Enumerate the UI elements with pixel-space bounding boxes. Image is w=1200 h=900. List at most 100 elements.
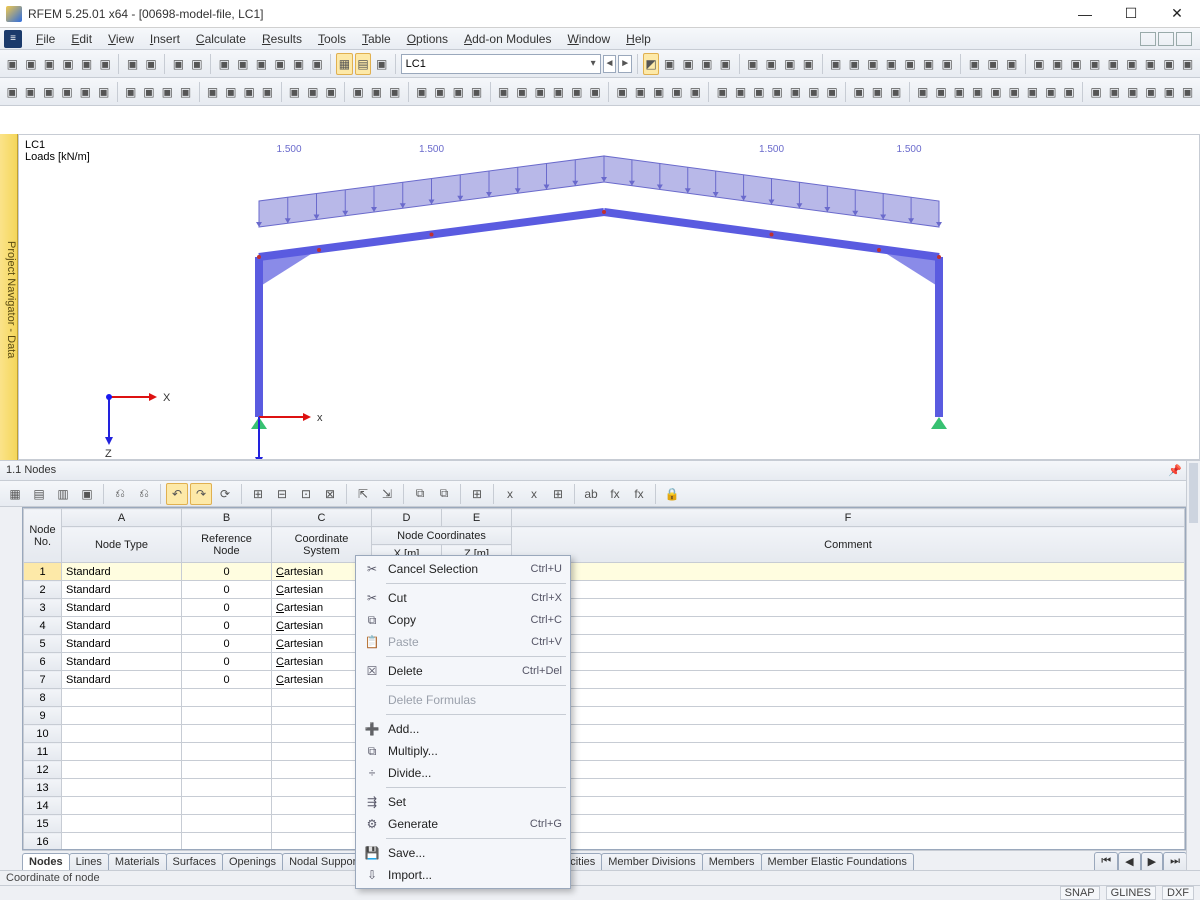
panel-tool-button[interactable]: fx	[604, 483, 626, 505]
tab-surfaces[interactable]: Surfaces	[166, 853, 223, 870]
toolbar-button[interactable]: ▣	[290, 53, 307, 75]
ctx-set[interactable]: ⇶Set	[358, 791, 568, 813]
toolbar-button[interactable]: ▣	[387, 81, 403, 103]
toolbar-button[interactable]: ▣	[687, 81, 703, 103]
toolbar-button[interactable]: ▣	[806, 81, 822, 103]
panel-tool-button[interactable]: ⊞	[547, 483, 569, 505]
toolbar-button[interactable]: ▣	[1143, 81, 1159, 103]
toolbar-button[interactable]: ▣	[350, 81, 366, 103]
toolbar-button[interactable]: ▣	[414, 81, 430, 103]
ctx-cut[interactable]: ✂CutCtrl+X	[358, 587, 568, 609]
toolbar-button[interactable]: ▣	[1061, 81, 1077, 103]
toolbar-button[interactable]: ▣	[305, 81, 321, 103]
ctx-cancel-selection[interactable]: ✂Cancel SelectionCtrl+U	[358, 558, 568, 580]
panel-tool-button[interactable]: ⊞	[247, 483, 269, 505]
status-toggle-dxf[interactable]: DXF	[1162, 886, 1194, 900]
toolbar-button[interactable]: ▣	[951, 81, 967, 103]
table-row[interactable]: 9	[24, 707, 1185, 725]
status-toggle-glines[interactable]: GLINES	[1106, 886, 1156, 900]
menu-file[interactable]: File	[28, 30, 63, 48]
toolbar-button[interactable]: ▣	[651, 81, 667, 103]
toolbar-button[interactable]: ▣	[286, 81, 302, 103]
tab-nav[interactable]: ▶	[1141, 852, 1163, 870]
ctx-generate[interactable]: ⚙GenerateCtrl+G	[358, 813, 568, 835]
toolbar-button[interactable]: ▣	[1106, 81, 1122, 103]
toolbar-button[interactable]: ▣	[939, 53, 956, 75]
tab-materials[interactable]: Materials	[108, 853, 167, 870]
toolbar-button[interactable]: ▣	[550, 81, 566, 103]
toolbar-button[interactable]: ▣	[883, 53, 900, 75]
toolbar-button[interactable]: ▣	[468, 81, 484, 103]
toolbar-button[interactable]: ▣	[309, 53, 326, 75]
toolbar-button[interactable]: ▣	[259, 81, 275, 103]
toolbar-button[interactable]: ▣	[1142, 53, 1159, 75]
menu-edit[interactable]: Edit	[63, 30, 100, 48]
toolbar-button[interactable]: ▣	[846, 53, 863, 75]
toolbar-button[interactable]: ▣	[368, 81, 384, 103]
toolbar-button[interactable]: ▣	[143, 53, 160, 75]
panel-tool-button[interactable]: 🔒	[661, 483, 683, 505]
ctx-import-[interactable]: ⇩Import...	[358, 864, 568, 886]
toolbar-button[interactable]: ▣	[988, 81, 1004, 103]
table-row[interactable]: 12	[24, 761, 1185, 779]
toolbar-button[interactable]: ▣	[827, 53, 844, 75]
toolbar-button[interactable]: ▣	[241, 81, 257, 103]
toolbar-button[interactable]: ▣	[59, 81, 75, 103]
toolbar-button[interactable]: ▣	[985, 53, 1002, 75]
toolbar-button[interactable]: ▣	[769, 81, 785, 103]
panel-tool-button[interactable]: x	[499, 483, 521, 505]
toolbar-button[interactable]: ▦	[336, 53, 353, 75]
toolbar-button[interactable]: ▣	[763, 53, 780, 75]
menu-window[interactable]: Window	[559, 30, 618, 48]
toolbar-button[interactable]: ▣	[751, 81, 767, 103]
toolbar-button[interactable]: ▣	[450, 81, 466, 103]
toolbar-button[interactable]: ▣	[1105, 53, 1122, 75]
ctx-save-[interactable]: 💾Save...	[358, 842, 568, 864]
toolbar-button[interactable]: ▣	[23, 53, 40, 75]
toolbar-button[interactable]: ▣	[141, 81, 157, 103]
toolbar-button[interactable]: ▣	[698, 53, 715, 75]
toolbar-button[interactable]: ▣	[717, 53, 734, 75]
maximize-button[interactable]: ☐	[1108, 0, 1154, 28]
panel-tool-button[interactable]: ⇱	[352, 483, 374, 505]
toolbar-button[interactable]: ▣	[1031, 53, 1048, 75]
status-toggle-snap[interactable]: SNAP	[1060, 886, 1100, 900]
toolbar-button[interactable]: ▣	[714, 81, 730, 103]
table-row[interactable]: 16	[24, 833, 1185, 851]
panel-tool-button[interactable]: ↷	[190, 483, 212, 505]
panel-tool-button[interactable]: x	[523, 483, 545, 505]
toolbar-button[interactable]: ▣	[532, 81, 548, 103]
table-row[interactable]: 8	[24, 689, 1185, 707]
tab-nav[interactable]: ⏭	[1163, 852, 1186, 870]
loadcase-combo[interactable]: LC1	[401, 54, 601, 74]
toolbar-button[interactable]: ▣	[1088, 81, 1104, 103]
toolbar-button[interactable]: ▣	[587, 81, 603, 103]
close-button[interactable]: ✕	[1154, 0, 1200, 28]
toolbar-button[interactable]: ▣	[223, 81, 239, 103]
toolbar-button[interactable]: ▣	[1125, 81, 1141, 103]
project-navigator-tab[interactable]: Project Navigator - Data	[0, 134, 18, 460]
toolbar-button[interactable]: ▣	[1124, 53, 1141, 75]
table-row[interactable]: 4Standard0Cartesian	[24, 617, 1185, 635]
menu-options[interactable]: Options	[399, 30, 456, 48]
toolbar-button[interactable]: ▣	[744, 53, 761, 75]
table-row[interactable]: 1Standard0Cartesian0.0000.000	[24, 563, 1185, 581]
tab-member-divisions[interactable]: Member Divisions	[601, 853, 702, 870]
toolbar-button[interactable]: ▣	[1043, 81, 1059, 103]
toolbar-button[interactable]: ▣	[800, 53, 817, 75]
toolbar-button[interactable]: ▣	[1068, 53, 1085, 75]
toolbar-button[interactable]: ▣	[170, 53, 187, 75]
toolbar-button[interactable]: ▣	[41, 53, 58, 75]
combo-nav[interactable]: ►	[618, 55, 632, 73]
toolbar-button[interactable]: ▣	[4, 81, 20, 103]
toolbar-button[interactable]: ▣	[933, 81, 949, 103]
menu-help[interactable]: Help	[618, 30, 659, 48]
panel-tool-button[interactable]: ab	[580, 483, 602, 505]
tab-openings[interactable]: Openings	[222, 853, 283, 870]
panel-tool-button[interactable]: ⊠	[319, 483, 341, 505]
table-row[interactable]: 6Standard0Cartesian	[24, 653, 1185, 671]
vertical-scrollbar[interactable]	[1186, 461, 1200, 900]
toolbar-button[interactable]: ▣	[373, 53, 390, 75]
panel-tool-button[interactable]: fx	[628, 483, 650, 505]
tab-nodes[interactable]: Nodes	[22, 853, 70, 870]
